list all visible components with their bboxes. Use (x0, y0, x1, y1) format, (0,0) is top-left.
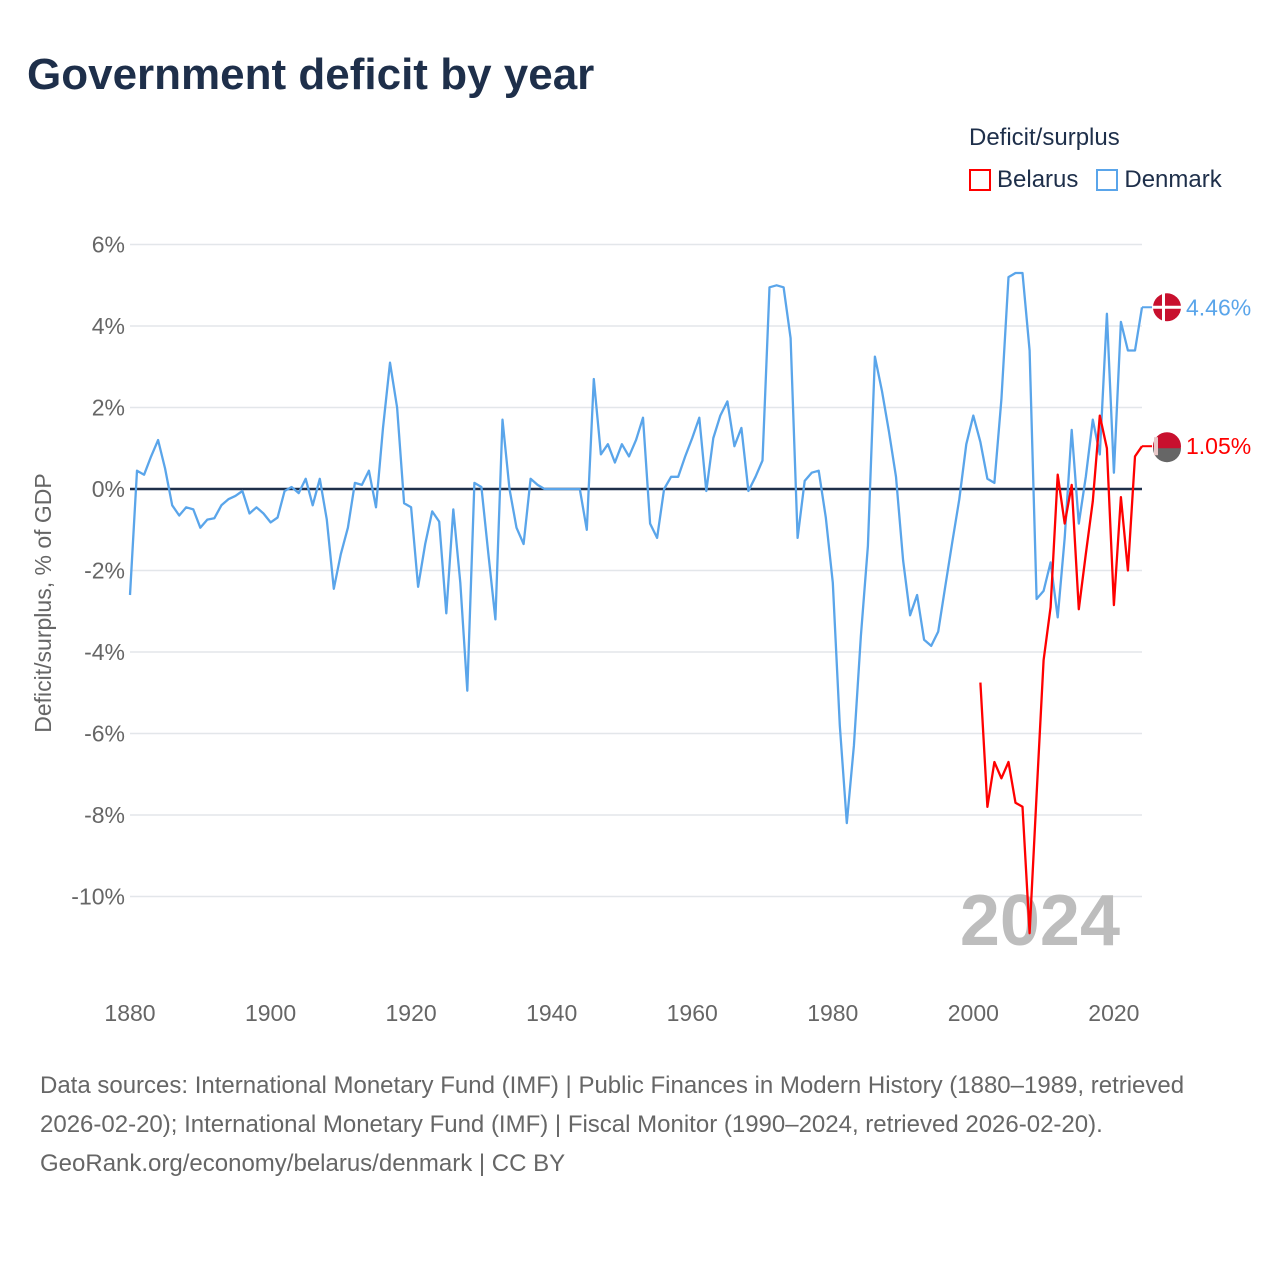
chart-plot: 6% 4% 2% 0% -2% -4% -6% -8% -10% 1880 1900 1920 1940… (30, 232, 1251, 1027)
x-tick-label: 1980 (807, 1000, 858, 1026)
legend: Belarus Denmark (969, 166, 1222, 194)
x-tick-label: 1920 (386, 1000, 437, 1026)
x-tick-label: 2000 (948, 1000, 999, 1026)
y-tick-label: 2% (92, 395, 125, 421)
y-tick-label: -6% (84, 721, 125, 747)
y-tick-label: 4% (92, 313, 125, 339)
flag-belarus-icon (1153, 432, 1181, 463)
y-tick-label: -2% (84, 558, 125, 584)
data-sources: Data sources: International Monetary Fun… (40, 1072, 1185, 1138)
y-tick-label: -8% (84, 802, 125, 828)
x-tick-label: 1960 (667, 1000, 718, 1026)
flag-denmark-icon (1153, 293, 1181, 322)
legend-label-belarus: Belarus (997, 166, 1079, 193)
legend-title: Deficit/surplus (969, 124, 1120, 151)
legend-swatch-denmark (1096, 169, 1119, 191)
year-watermark: 2024 (960, 881, 1120, 961)
series-line-belarus (979, 414, 1143, 935)
series-line-denmark (128, 271, 1144, 825)
y-tick-label: -4% (84, 639, 125, 665)
end-label-denmark: 4.46% (1186, 294, 1251, 320)
y-tick-label: 0% (92, 476, 125, 502)
y-tick-label: 6% (92, 232, 125, 258)
legend-item-belarus[interactable]: Belarus (969, 166, 1078, 194)
x-tick-label: 1900 (245, 1000, 296, 1026)
legend-label-denmark: Denmark (1124, 166, 1222, 193)
legend-item-denmark[interactable]: Denmark (1096, 166, 1222, 194)
x-tick-label: 1940 (526, 1000, 577, 1026)
x-tick-label: 1880 (104, 1000, 155, 1026)
x-tick-label: 2020 (1088, 1000, 1139, 1026)
y-tick-label: -10% (71, 884, 125, 910)
end-label-belarus: 1.05% (1186, 433, 1251, 459)
footer: Data sources: International Monetary Fun… (40, 1066, 1240, 1183)
credit-link[interactable]: GeoRank.org/economy/belarus/denmark | CC… (40, 1150, 566, 1177)
legend-swatch-belarus (969, 169, 991, 191)
chart-title: Government deficit by year (27, 50, 595, 99)
y-axis-label: Deficit/surplus, % of GDP (30, 473, 56, 732)
